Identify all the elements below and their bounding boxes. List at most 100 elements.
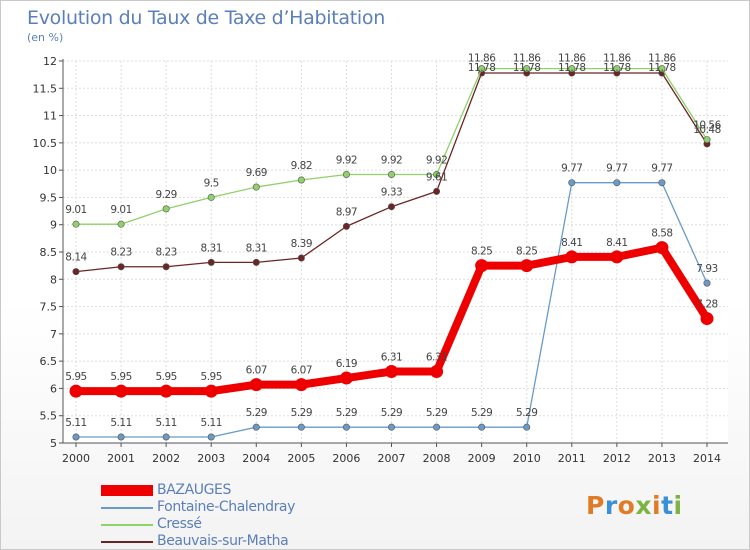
data-point-bazauges bbox=[475, 259, 489, 273]
logo-letter: x bbox=[635, 491, 652, 520]
data-point-bazauges bbox=[159, 384, 173, 398]
data-point-bazauges bbox=[655, 241, 669, 255]
y-tick-label: 8.5 bbox=[40, 246, 58, 259]
x-tick-label: 2003 bbox=[197, 452, 225, 465]
unit-label: (en %) bbox=[27, 31, 64, 44]
data-label-bazauges: 8.25 bbox=[471, 246, 492, 258]
y-tick-label: 8 bbox=[50, 273, 57, 286]
data-label-fontaine-chalendray: 5.11 bbox=[155, 417, 176, 429]
data-point-fontaine-chalendray bbox=[297, 423, 305, 431]
data-point-fontaine-chalendray bbox=[613, 179, 621, 187]
data-label-cresse: 10.56 bbox=[693, 120, 721, 132]
data-label-fontaine-chalendray: 5.29 bbox=[471, 407, 492, 419]
data-label-fontaine-chalendray: 9.77 bbox=[561, 163, 582, 175]
legend-swatch bbox=[101, 524, 153, 526]
data-point-cresse bbox=[162, 205, 170, 213]
data-label-beauvais-sur-matha: 11.78 bbox=[603, 62, 631, 74]
data-label-cresse: 9.92 bbox=[381, 155, 402, 167]
x-tick-label: 2004 bbox=[242, 452, 270, 465]
data-label-beauvais-sur-matha: 11.78 bbox=[513, 62, 541, 74]
logo-letter: i bbox=[652, 491, 662, 520]
data-label-fontaine-chalendray: 5.29 bbox=[291, 407, 312, 419]
data-label-bazauges: 6.19 bbox=[336, 358, 357, 370]
legend-label: BAZAUGES bbox=[157, 482, 231, 498]
x-tick-label: 2014 bbox=[693, 452, 721, 465]
data-point-bazauges bbox=[114, 384, 128, 398]
data-label-bazauges: 5.95 bbox=[110, 371, 131, 383]
x-tick-label: 2009 bbox=[468, 452, 496, 465]
data-point-beauvais-sur-matha bbox=[297, 254, 305, 262]
data-label-bazauges: 5.95 bbox=[201, 371, 222, 383]
data-label-bazauges: 5.95 bbox=[65, 371, 86, 383]
data-point-bazauges bbox=[69, 384, 83, 398]
data-point-beauvais-sur-matha bbox=[433, 187, 441, 195]
data-label-beauvais-sur-matha: 11.78 bbox=[468, 62, 496, 74]
data-label-beauvais-sur-matha: 8.31 bbox=[201, 242, 222, 254]
data-point-bazauges bbox=[610, 250, 624, 264]
data-point-fontaine-chalendray bbox=[478, 423, 486, 431]
data-point-cresse bbox=[658, 65, 666, 73]
data-label-fontaine-chalendray: 5.29 bbox=[426, 407, 447, 419]
data-label-beauvais-sur-matha: 8.14 bbox=[65, 252, 87, 264]
data-label-cresse: 9.92 bbox=[426, 155, 447, 167]
data-point-fontaine-chalendray bbox=[568, 179, 576, 187]
data-point-fontaine-chalendray bbox=[252, 423, 260, 431]
data-label-cresse: 9.69 bbox=[246, 167, 267, 179]
y-tick-label: 9 bbox=[50, 219, 57, 232]
data-label-beauvais-sur-matha: 8.97 bbox=[336, 206, 357, 218]
data-label-fontaine-chalendray: 5.11 bbox=[201, 417, 222, 429]
data-label-fontaine-chalendray: 5.29 bbox=[516, 407, 537, 419]
line-chart: 5 5.5 6 6.5 7 7.5 8 8.5 9 9.5 10 10.5 11 11.5 12 2000 20… bbox=[33, 53, 728, 465]
data-label-beauvais-sur-matha: 9.33 bbox=[381, 187, 402, 199]
data-point-bazauges bbox=[249, 378, 263, 392]
data-label-fontaine-chalendray: 5.29 bbox=[246, 407, 267, 419]
y-tick-label: 7 bbox=[50, 328, 57, 341]
data-label-bazauges: 6.31 bbox=[426, 352, 447, 364]
data-point-fontaine-chalendray bbox=[523, 423, 531, 431]
logo-letter: P bbox=[586, 491, 605, 520]
data-label-bazauges: 6.07 bbox=[291, 365, 312, 377]
legend-label: Beauvais-sur-Matha bbox=[157, 533, 289, 549]
data-point-cresse bbox=[568, 65, 576, 73]
data-label-beauvais-sur-matha: 8.31 bbox=[246, 242, 267, 254]
proxiti-logo: Proxiti bbox=[586, 491, 683, 520]
x-tick-label: 2001 bbox=[107, 452, 135, 465]
x-tick-label: 2000 bbox=[62, 452, 90, 465]
x-tick-label: 2007 bbox=[378, 452, 406, 465]
data-label-cresse: 9.01 bbox=[110, 204, 131, 216]
data-point-beauvais-sur-matha bbox=[252, 258, 260, 266]
data-point-bazauges bbox=[339, 371, 353, 385]
data-label-fontaine-chalendray: 7.93 bbox=[696, 263, 717, 275]
data-point-cresse bbox=[207, 193, 215, 201]
data-point-beauvais-sur-matha bbox=[387, 203, 395, 211]
data-label-bazauges: 7.28 bbox=[696, 299, 717, 311]
logo-letter: t bbox=[661, 491, 674, 520]
y-tick-label: 10 bbox=[43, 164, 57, 177]
logo-letter: r bbox=[604, 491, 618, 520]
data-point-bazauges bbox=[700, 312, 714, 326]
x-tick-label: 2008 bbox=[423, 452, 451, 465]
data-label-bazauges: 8.25 bbox=[516, 246, 537, 258]
data-label-cresse: 9.29 bbox=[155, 189, 176, 201]
data-label-beauvais-sur-matha: 10.48 bbox=[693, 124, 721, 136]
data-label-fontaine-chalendray: 5.29 bbox=[381, 407, 402, 419]
x-tick-label: 2012 bbox=[603, 452, 631, 465]
data-point-beauvais-sur-matha bbox=[162, 263, 170, 271]
data-point-cresse bbox=[252, 183, 260, 191]
data-point-beauvais-sur-matha bbox=[342, 222, 350, 230]
data-point-cresse bbox=[478, 65, 486, 73]
x-tick-label: 2006 bbox=[332, 452, 360, 465]
data-label-cresse: 9.5 bbox=[204, 177, 219, 189]
data-point-fontaine-chalendray bbox=[658, 179, 666, 187]
x-tick-label: 2010 bbox=[513, 452, 541, 465]
data-label-bazauges: 6.31 bbox=[381, 352, 402, 364]
data-label-beauvais-sur-matha: 8.23 bbox=[155, 247, 176, 259]
data-point-fontaine-chalendray bbox=[72, 433, 80, 441]
data-label-bazauges: 8.41 bbox=[606, 237, 627, 249]
data-point-beauvais-sur-matha bbox=[72, 268, 80, 276]
data-point-fontaine-chalendray bbox=[703, 279, 711, 287]
x-tick-label: 2002 bbox=[152, 452, 180, 465]
data-label-cresse: 11.86 bbox=[558, 53, 586, 65]
data-label-cresse: 9.92 bbox=[336, 155, 357, 167]
y-tick-label: 9.5 bbox=[40, 191, 58, 204]
